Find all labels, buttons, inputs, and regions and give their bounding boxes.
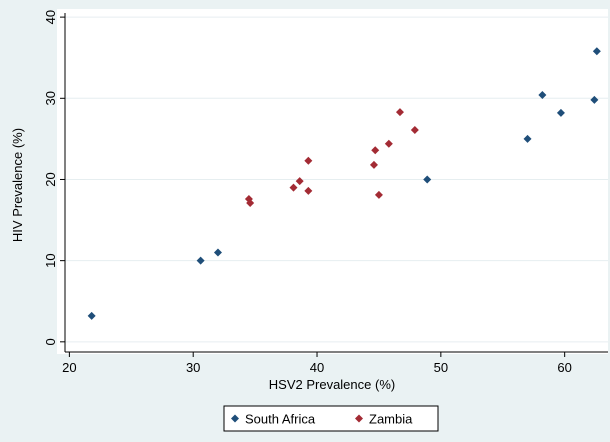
y-tick-label: 40 <box>43 10 58 24</box>
point-south-africa <box>590 95 599 104</box>
point-zambia <box>289 183 298 192</box>
y-tick-label: 30 <box>43 91 58 105</box>
point-south-africa <box>556 108 565 117</box>
point-south-africa <box>87 311 96 320</box>
legend-label-zambia: Zambia <box>369 412 413 427</box>
x-tick-label: 20 <box>62 360 76 375</box>
gridlines <box>65 16 608 343</box>
point-south-africa <box>523 134 532 143</box>
plot-area <box>57 9 608 354</box>
point-zambia <box>384 139 393 148</box>
point-zambia <box>395 108 404 117</box>
point-zambia <box>304 186 313 195</box>
x-tick-label: 50 <box>434 360 448 375</box>
data-points <box>87 47 601 320</box>
y-axis-title: HIV Prevalence (%) <box>10 128 25 242</box>
legend-label-south-africa: South Africa <box>245 412 316 427</box>
point-south-africa <box>423 175 432 184</box>
point-zambia <box>371 146 380 155</box>
legend-marker-south-africa <box>231 414 239 423</box>
y-tick-label: 0 <box>43 338 58 345</box>
y-tick-label: 20 <box>43 172 58 186</box>
point-zambia <box>374 190 383 199</box>
point-zambia <box>246 199 255 208</box>
point-zambia <box>369 160 378 169</box>
legend: South Africa Zambia <box>223 405 439 432</box>
point-south-africa <box>213 248 222 257</box>
y-tick-label: 10 <box>43 253 58 267</box>
point-south-africa <box>592 47 601 56</box>
point-south-africa <box>196 256 205 265</box>
legend-box <box>223 405 439 432</box>
point-zambia <box>410 125 419 134</box>
x-tick-label: 60 <box>557 360 571 375</box>
x-tick-label: 40 <box>310 360 324 375</box>
legend-marker-zambia <box>355 414 363 423</box>
x-tick-label: 30 <box>186 360 200 375</box>
x-axis-title: HSV2 Prevalence (%) <box>269 377 395 392</box>
axes: 0 10 20 30 40 20 30 40 50 60 <box>43 10 608 375</box>
point-zambia <box>295 177 304 186</box>
point-zambia <box>304 156 313 165</box>
point-south-africa <box>538 91 547 100</box>
